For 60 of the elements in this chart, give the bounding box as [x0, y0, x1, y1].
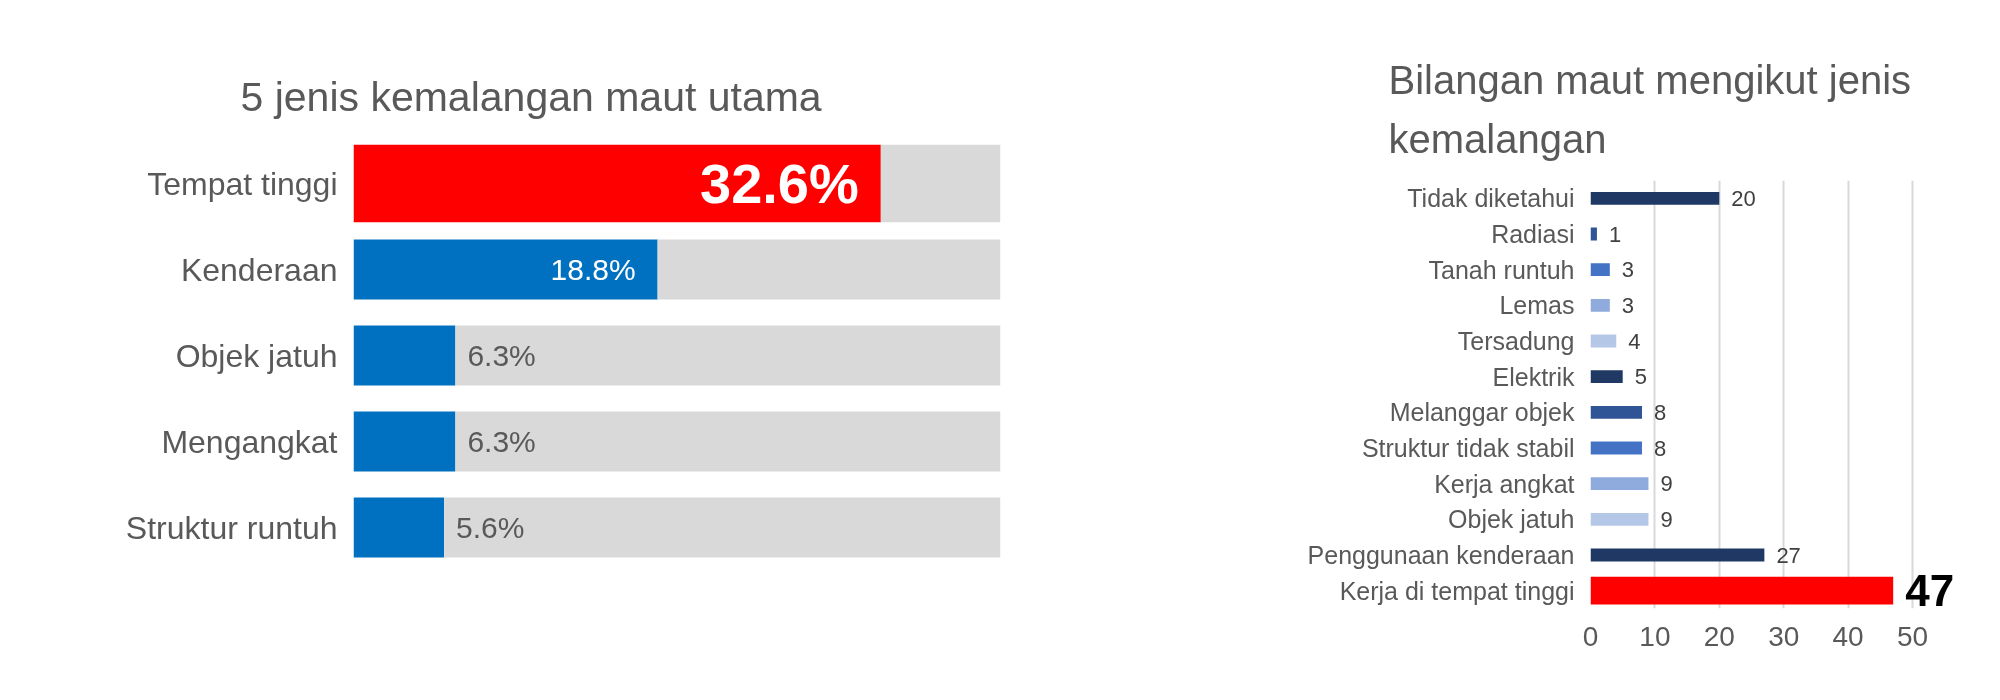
y-tick-label: Kerja angkat: [1434, 469, 1575, 498]
y-tick-label: Elektrik: [1492, 362, 1575, 391]
y-tick-label: Tanah runtuh: [1428, 255, 1575, 284]
y-tick-label: Radiasi: [1491, 220, 1575, 248]
y-tick-label: Objek jatuh: [175, 337, 338, 374]
y-tick-label: Melanggar objek: [1389, 398, 1575, 427]
bar: [1590, 477, 1649, 491]
y-tick-label: Mengangkat: [161, 423, 338, 460]
y-tick-label: Struktur runtuh: [125, 509, 338, 546]
x-tick-label: 10: [1639, 620, 1671, 652]
data-label: 32.6%: [700, 152, 859, 215]
data-label: 3: [1621, 257, 1635, 283]
data-label: 3: [1621, 292, 1635, 318]
data-label: 47: [1905, 566, 1955, 616]
data-label: 6.3%: [467, 339, 536, 372]
data-label: 4: [1628, 328, 1641, 354]
data-label: 1: [1608, 221, 1622, 247]
y-tick-label: Tempat tinggi: [147, 165, 338, 202]
bar: [353, 239, 658, 300]
data-label: 20: [1731, 185, 1756, 211]
x-tick-label: 20: [1703, 620, 1735, 652]
bar: [1590, 298, 1610, 312]
bar: [444, 497, 1001, 558]
bar: [1590, 512, 1649, 526]
x-tick-label: 0: [1582, 620, 1599, 652]
chart-title: 5 jenis kemalangan maut utama: [240, 73, 822, 120]
data-label: 5: [1634, 364, 1647, 390]
bar: [353, 497, 445, 558]
data-label: 6.3%: [467, 425, 536, 458]
data-label: 18.8%: [550, 253, 636, 286]
y-tick-label: Tersadung: [1457, 327, 1575, 355]
y-tick-label: Tidak diketahui: [1407, 184, 1575, 213]
data-label: 8: [1654, 435, 1667, 461]
y-tick-label: Kerja di tempat tinggi: [1339, 576, 1575, 605]
bar: [353, 325, 456, 386]
x-tick-label: 30: [1768, 620, 1800, 652]
bar: [353, 411, 456, 472]
data-label: 9: [1660, 506, 1673, 532]
bar: [455, 411, 1001, 472]
y-tick-label: Lemas: [1499, 291, 1575, 320]
bar: [1590, 548, 1765, 562]
y-tick-label: Penggunaan kenderaan: [1307, 541, 1575, 569]
y-tick-label: Kenderaan: [180, 251, 338, 288]
y-tick-label: Objek jatuh: [1448, 505, 1575, 534]
bar: [1590, 263, 1610, 277]
data-label: 8: [1654, 399, 1667, 425]
bar: [1590, 334, 1617, 348]
bar: [1590, 370, 1623, 384]
bar: [1590, 191, 1720, 205]
x-tick-label: 50: [1896, 620, 1929, 652]
bar: [455, 325, 1001, 386]
data-label: 9: [1660, 471, 1673, 497]
bar: [1590, 441, 1643, 455]
chart-title: Bilangan maut mengikut jenis kemalangan: [1388, 57, 1912, 161]
bar: [657, 239, 1001, 300]
y-tick-label: Struktur tidak stabil: [1361, 434, 1575, 462]
x-tick-label: 40: [1832, 620, 1864, 652]
data-label: 27: [1776, 542, 1801, 568]
data-label: 5.6%: [456, 511, 525, 544]
bar: [1590, 405, 1643, 419]
